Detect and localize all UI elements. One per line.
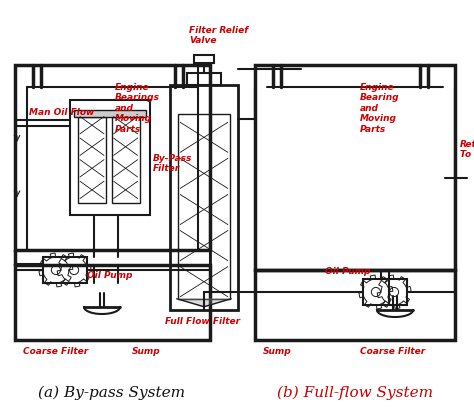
Text: Coarse Filter: Coarse Filter bbox=[360, 347, 425, 356]
Circle shape bbox=[70, 266, 79, 275]
Bar bbox=[78, 117, 106, 203]
Text: By-Pass
Filter: By-Pass Filter bbox=[153, 154, 192, 173]
Bar bbox=[194, 55, 214, 63]
Bar bbox=[255, 65, 455, 270]
Bar bbox=[187, 73, 221, 85]
Bar bbox=[255, 270, 455, 340]
Text: Engine
Bearings
and
Moving
Parts: Engine Bearings and Moving Parts bbox=[115, 83, 160, 134]
Text: Sump: Sump bbox=[263, 347, 292, 356]
Bar bbox=[43, 257, 87, 283]
Bar bbox=[70, 100, 150, 215]
Text: Coarse Filter: Coarse Filter bbox=[23, 347, 88, 356]
Circle shape bbox=[51, 266, 61, 275]
Text: Sump: Sump bbox=[132, 347, 161, 356]
Bar bbox=[111, 117, 140, 203]
Text: (b) Full-flow System: (b) Full-flow System bbox=[277, 386, 433, 400]
Text: Filter Relief
Valve: Filter Relief Valve bbox=[189, 26, 248, 45]
Bar bbox=[170, 85, 238, 310]
Circle shape bbox=[371, 288, 381, 297]
Text: (a) By-pass System: (a) By-pass System bbox=[38, 386, 185, 400]
Text: Man Oil Flow: Man Oil Flow bbox=[29, 108, 94, 117]
Bar bbox=[15, 65, 210, 250]
Circle shape bbox=[390, 288, 399, 297]
Text: Oil Pump: Oil Pump bbox=[87, 271, 133, 279]
Text: Engine
Bearing
and
Moving
Parts: Engine Bearing and Moving Parts bbox=[360, 83, 400, 134]
Bar bbox=[178, 114, 230, 299]
Text: Oil Pump: Oil Pump bbox=[325, 267, 371, 276]
Polygon shape bbox=[177, 299, 231, 307]
Bar bbox=[74, 110, 146, 117]
Bar bbox=[363, 279, 407, 305]
Text: Return
To Sump: Return To Sump bbox=[460, 140, 474, 159]
Bar bbox=[15, 265, 210, 340]
Text: Full Flow Filter: Full Flow Filter bbox=[165, 317, 240, 326]
